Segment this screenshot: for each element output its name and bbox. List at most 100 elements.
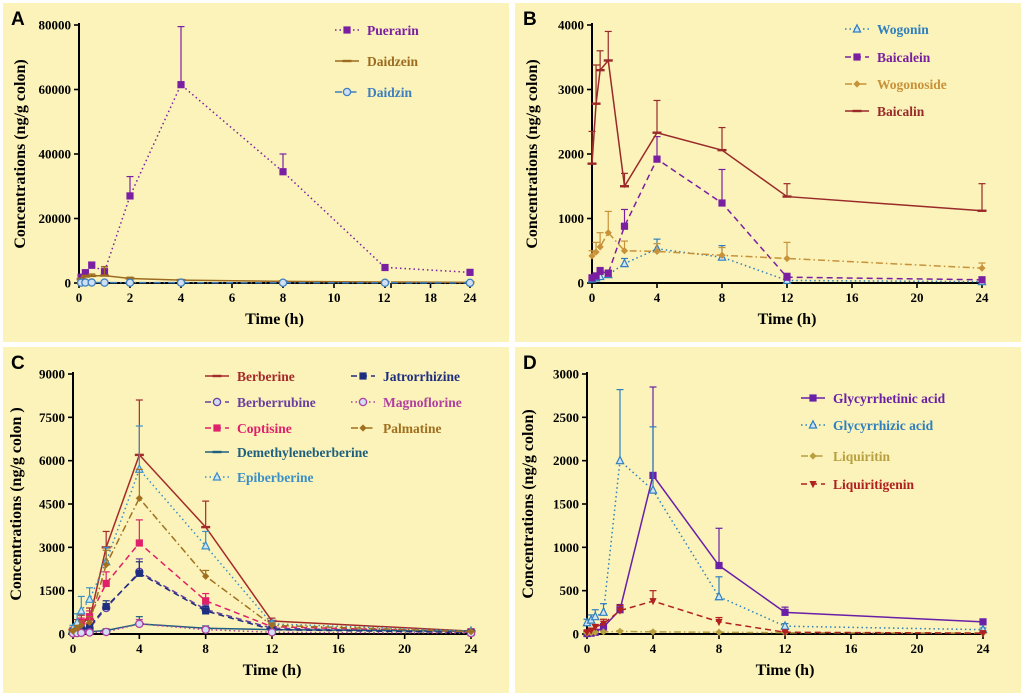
panel-d-x-tick-label: 4 (650, 641, 657, 656)
panel-d-series-glycyrrhizic-acid-line (586, 459, 984, 631)
panel-b-series-wogonoside-point (783, 254, 791, 263)
panel-c-legend-berberrubine: Berberrubine (205, 395, 316, 410)
panel-c-series-palmatine-point (69, 627, 77, 635)
panel-b-legend-baicalin: Baicalin (845, 104, 925, 119)
panel-c-y-tick-label: 4500 (39, 497, 65, 512)
panel-d-series-liquiritin-point (599, 628, 608, 636)
panel-d-legend-glycyrrhizic-acid-label: Glycyrrhizic acid (833, 418, 934, 433)
panel-c-series-palmatine-line (72, 496, 472, 633)
panel-d-series-liquiritigenin-point (591, 624, 599, 632)
panel-d-x-axis-title: Time (h) (756, 662, 815, 679)
panel-c-legend-jatrorrhizine-marker (359, 372, 367, 380)
panel-b-series-wogonoside-point (592, 248, 600, 256)
panel-c-legend-palmatine: Palmatine (351, 421, 442, 436)
panel-a: A 0 20000 40000 60000 80000 0 2 4 6 8 10 12 18 24 Time … (3, 3, 509, 342)
panel-a-y-tick-label: 60000 (39, 82, 72, 97)
panel-b-legend-wogonoside-marker (853, 80, 861, 88)
panel-c-y-tick-label: 0 (59, 627, 66, 642)
panel-c-series-magnoflorine-point (201, 625, 210, 634)
panel-a-x-tick-label: 6 (229, 290, 236, 305)
panel-b-series-wogonoside-point (718, 251, 726, 259)
panel-c-series-epiberberine-point (201, 540, 211, 550)
panel-a-series-daidzin-point (87, 278, 97, 287)
panel-b-series-wogonoside-line (591, 231, 983, 269)
panel-d-legend-liquiritin: Liquiritin (801, 449, 891, 464)
panel-b-series-baicalein-point (653, 155, 661, 163)
panel-d-x-tick-label: 12 (779, 641, 792, 656)
panel-c-series-palmatine-point (77, 621, 85, 629)
panel-b-legend-wogonoside: Wogonoside (845, 77, 947, 92)
panel-c-legend-epiberberine-label: Epiberberine (237, 470, 314, 485)
panel-c-y-tick-label: 9000 (39, 367, 65, 382)
panel-d-series-glycyrrhizic-acid-point (615, 455, 625, 465)
panel-d-legend-liquiritin-marker (809, 452, 817, 460)
panel-c-series-palmatine-point (135, 494, 143, 502)
panel-b-x-tick-label: 24 (976, 290, 990, 305)
panel-d-x-tick-label: 16 (845, 641, 859, 656)
panel-d-series-liquiritigenin-point (715, 618, 723, 627)
panel-c-legend-palmatine-label: Palmatine (383, 421, 442, 436)
panel-c: C 0 1500 3000 4500 6000 7500 9000 0 4 8 12 16 20 24 Tim… (3, 347, 509, 693)
panel-c-legend-demethyleneberberine-label: Demethyleneberberine (237, 445, 368, 460)
panel-b-series-baicalin-point (603, 59, 613, 62)
panel-d-series-liquiritigenin (583, 590, 987, 638)
panel-b-legend-wogonin-marker (852, 23, 862, 33)
panel-d-legend-glycyrrhizic-acid-marker (808, 419, 818, 429)
panel-d-legend-liquiritigenin-label: Liquiritigenin (833, 477, 915, 492)
panel-b-legend-baicalein-label: Baicalein (877, 50, 931, 65)
panel-c-legend-epiberberine-marker (212, 471, 222, 481)
panel-b-series-baicalein-point (783, 273, 791, 281)
panel-a-series-puerarin-point (81, 269, 89, 277)
panel-c-series-palmatine-point (467, 628, 475, 636)
panel-d-legend-liquiritigenin: Liquiritigenin (801, 477, 915, 492)
panel-a-series-puerarin-point (126, 192, 134, 200)
panel-d-series-glycyrrhizic-acid-point (714, 591, 724, 601)
panel-a-legend-daidzin-marker (342, 87, 352, 97)
panel-b-series-baicalin-point (652, 131, 662, 134)
panel-b-y-tick-label: 1000 (558, 211, 584, 226)
panel-d-legend-glycyrrhetinic-acid-marker (809, 394, 817, 402)
panel-b-y-tick-label: 0 (578, 276, 585, 291)
panel-b-x-tick-label: 4 (654, 290, 661, 305)
panel-a-series-puerarin-line (80, 83, 386, 278)
panel-c-y-tick-label: 7500 (39, 410, 65, 425)
panel-a-series-daidzin-point (465, 278, 475, 288)
panel-b-series-baicalein-point (978, 276, 986, 284)
panel-c-series-jatrorrhizine-point (102, 602, 110, 611)
panel-b-y-tick-label: 3000 (558, 82, 584, 97)
panel-b-series-baicalin-point (591, 102, 601, 105)
panel-b-series-baicalein-point (596, 267, 604, 275)
panel-b-legend-wogonoside-label: Wogonoside (877, 77, 947, 92)
panel-a-legend-daidzein-marker (342, 59, 352, 63)
panel-a-legend-daidzin-label: Daidzin (367, 85, 413, 100)
panel-c-series-palmatine-point (202, 572, 210, 580)
panel-c-legend-berberrubine-label: Berberrubine (237, 395, 316, 410)
panel-c-x-tick-label: 0 (70, 641, 77, 656)
panel-d-y-tick-label: 2500 (553, 410, 579, 425)
chart-c: C 0 1500 3000 4500 6000 7500 9000 0 4 8 12 16 20 24 Tim… (8, 353, 478, 679)
panel-a-series-puerarin-line (390, 267, 471, 274)
panel-a-series-puerarin-point (279, 168, 287, 176)
panel-a-letter: A (11, 9, 25, 30)
panel-a-series-daidzin (76, 278, 475, 288)
panel-b-y-axis-title: Concentrations (ng/g colon) (524, 59, 541, 248)
panel-c-series-berberine-point (201, 525, 211, 529)
panel-d-y-tick-label: 0 (573, 627, 580, 642)
panel-d-x-tick-label: 0 (584, 641, 591, 656)
panel-c-legend-magnoflorine-marker (358, 397, 368, 407)
panel-d-legend-glycyrrhetinic-acid: Glycyrrhetinic acid (801, 391, 946, 406)
panel-b-x-tick-label: 16 (846, 290, 860, 305)
panel-a-series-daidzin-point (125, 278, 135, 287)
panel-b-series-baicalein-point (592, 272, 600, 280)
panel-b-series-wogonoside (588, 210, 986, 272)
panel-d-legend-glycyrrhetinic-acid-label: Glycyrrhetinic acid (833, 391, 946, 406)
panel-b-y-tick-label: 2000 (558, 147, 584, 162)
panel-b-x-axis-title: Time (h) (758, 311, 817, 328)
panel-d-y-tick-label: 1500 (553, 497, 579, 512)
panel-c-legend-epiberberine: Epiberberine (205, 470, 314, 485)
panel-c-legend-palmatine-marker (359, 424, 367, 432)
panel-d-y-tick-label: 2000 (553, 453, 579, 468)
panel-b-series-baicalin-point (620, 185, 629, 188)
panel-b-series-baicalin (587, 30, 987, 212)
panel-d-y-tick-label: 500 (560, 583, 580, 598)
